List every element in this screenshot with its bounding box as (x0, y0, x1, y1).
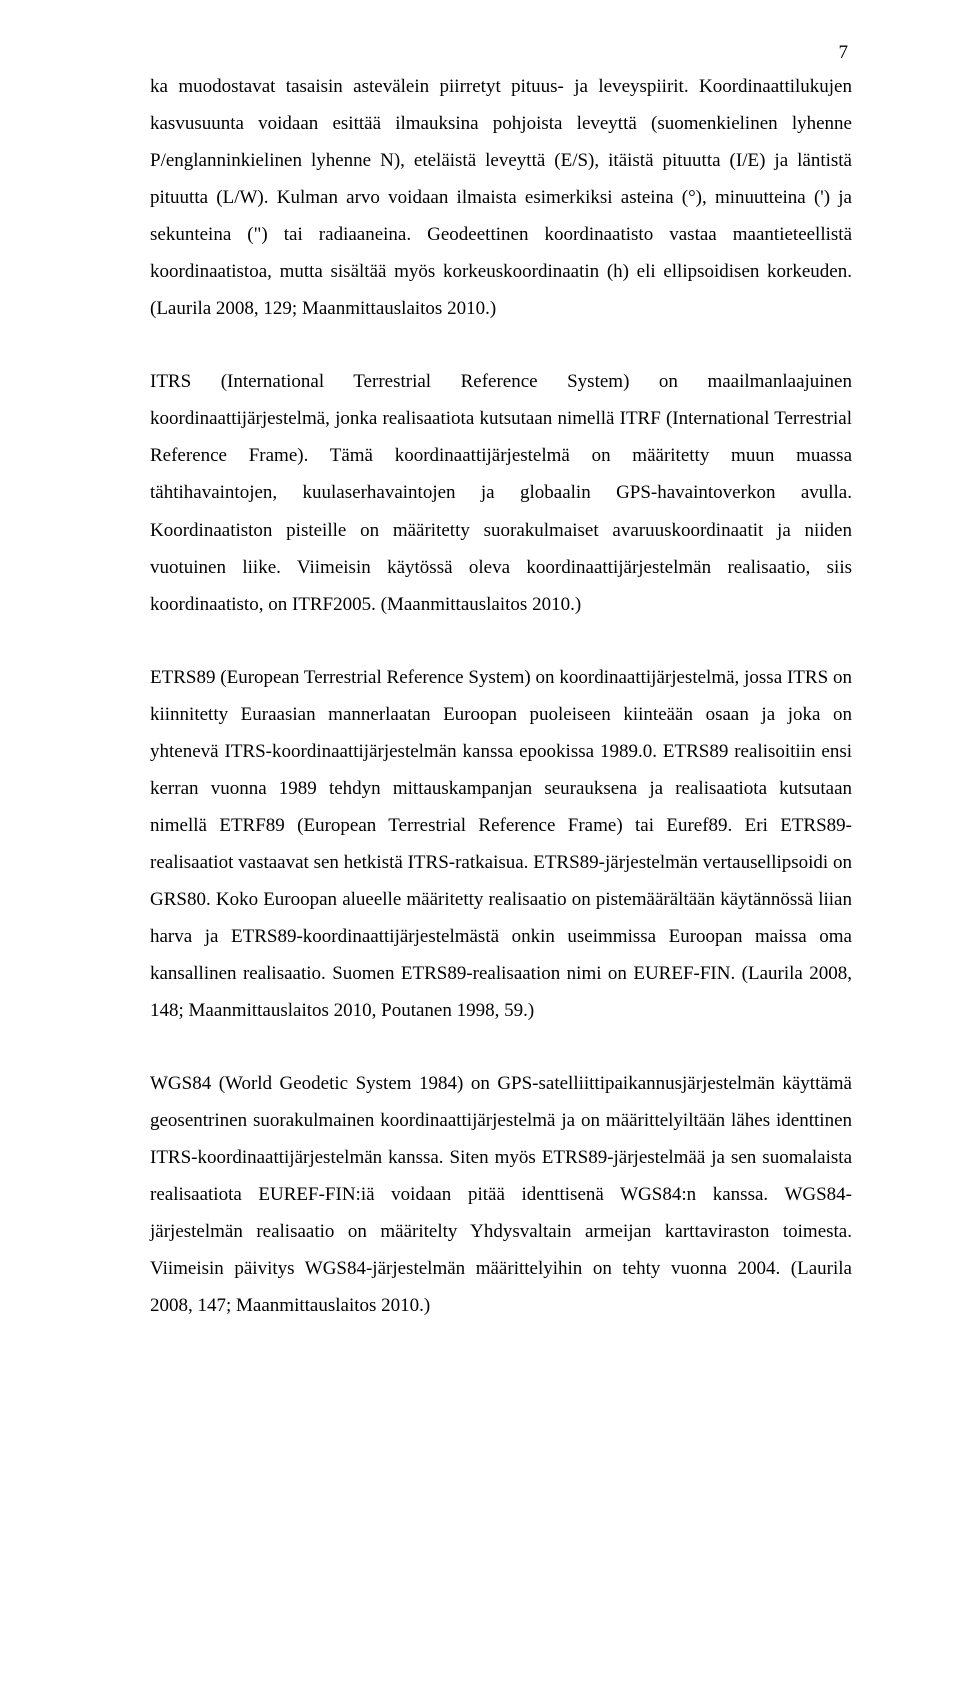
body-paragraph: WGS84 (World Geodetic System 1984) on GP… (150, 1065, 852, 1324)
body-paragraph: ETRS89 (European Terrestrial Reference S… (150, 659, 852, 1029)
body-paragraph: ka muodostavat tasaisin astevälein piirr… (150, 68, 852, 327)
body-paragraph: ITRS (International Terrestrial Referenc… (150, 363, 852, 622)
document-page: 7 ka muodostavat tasaisin astevälein pii… (0, 0, 960, 1687)
page-number: 7 (839, 42, 849, 64)
